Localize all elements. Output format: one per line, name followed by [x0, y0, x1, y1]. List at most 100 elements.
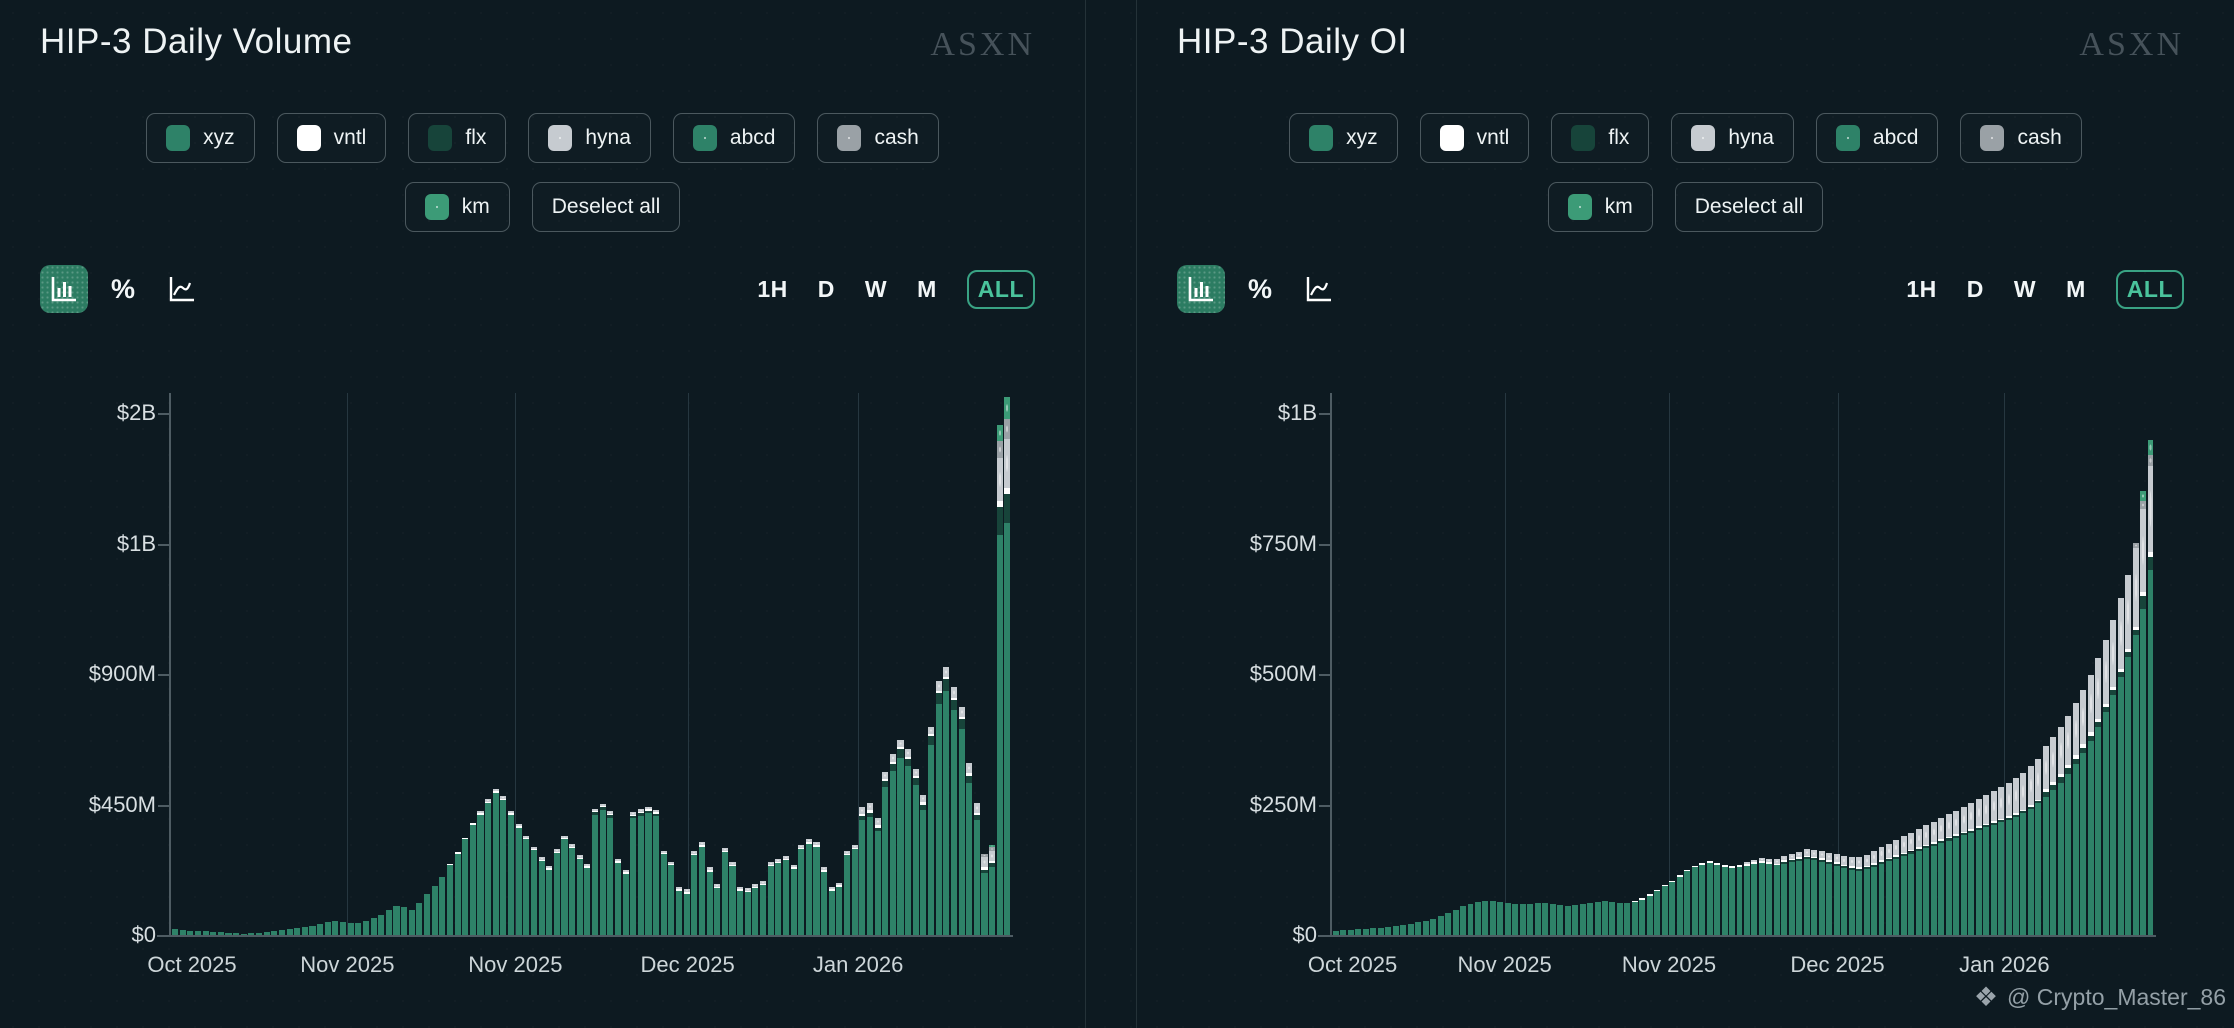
bar[interactable]	[194, 931, 202, 935]
bar[interactable]	[584, 863, 591, 935]
bar[interactable]	[477, 810, 484, 935]
bar[interactable]	[1938, 818, 1945, 935]
bar[interactable]	[630, 812, 637, 935]
bar[interactable]	[1983, 795, 1990, 935]
bar[interactable]	[1885, 843, 1892, 935]
bar[interactable]	[1385, 927, 1392, 935]
bar[interactable]	[1362, 928, 1369, 935]
bar[interactable]	[1975, 799, 1982, 935]
bar[interactable]	[1549, 903, 1556, 935]
bar[interactable]	[1871, 850, 1877, 935]
bar[interactable]	[935, 680, 942, 935]
bar[interactable]	[782, 855, 790, 935]
bar[interactable]	[179, 930, 186, 935]
bar[interactable]	[385, 910, 392, 935]
bar[interactable]	[1758, 858, 1765, 935]
bar[interactable]	[1654, 889, 1661, 935]
bar[interactable]	[1691, 865, 1698, 935]
bar[interactable]	[1744, 861, 1750, 935]
bar[interactable]	[469, 823, 476, 935]
bar[interactable]	[492, 789, 499, 935]
bar[interactable]	[523, 835, 530, 935]
range-button-1h[interactable]: 1H	[757, 275, 788, 302]
bar[interactable]	[668, 861, 675, 935]
bar[interactable]	[1968, 803, 1975, 935]
bar[interactable]	[1587, 902, 1594, 935]
bar[interactable]	[256, 932, 263, 935]
bar[interactable]	[416, 903, 423, 935]
bar[interactable]	[844, 850, 851, 935]
deselect-all-button[interactable]: Deselect all	[1674, 182, 1824, 232]
bar[interactable]	[446, 863, 454, 935]
bar[interactable]	[210, 931, 217, 935]
bar[interactable]	[882, 771, 889, 935]
bar[interactable]	[2013, 778, 2019, 935]
bar[interactable]	[1474, 901, 1481, 935]
range-button-w[interactable]: W	[2013, 275, 2037, 302]
bar[interactable]	[538, 857, 545, 935]
bar[interactable]	[698, 842, 706, 935]
legend-item-km[interactable]: km	[1547, 182, 1653, 232]
bar[interactable]	[1377, 927, 1384, 935]
bar[interactable]	[500, 796, 507, 935]
bar[interactable]	[462, 837, 469, 935]
bar[interactable]	[767, 861, 774, 935]
bar[interactable]	[1833, 854, 1840, 935]
legend-item-abcd[interactable]: abcd	[672, 113, 796, 163]
bar[interactable]	[737, 886, 744, 935]
bar[interactable]	[1512, 903, 1519, 935]
bar[interactable]	[1729, 866, 1736, 935]
bar[interactable]	[1400, 925, 1407, 935]
bar[interactable]	[1841, 855, 1848, 935]
bar[interactable]	[729, 861, 736, 935]
bar[interactable]	[1811, 849, 1818, 935]
bar[interactable]	[355, 923, 362, 935]
bar[interactable]	[553, 849, 560, 935]
bar[interactable]	[821, 867, 828, 935]
bar[interactable]	[454, 852, 461, 935]
bar[interactable]	[340, 921, 347, 935]
bar[interactable]	[1856, 857, 1863, 935]
bar[interactable]	[1407, 924, 1414, 935]
bar[interactable]	[1594, 902, 1601, 935]
bar[interactable]	[1706, 861, 1713, 935]
bar[interactable]	[676, 886, 683, 935]
bar[interactable]	[2132, 542, 2139, 935]
legend-item-km[interactable]: km	[404, 182, 510, 232]
bar[interactable]	[645, 807, 652, 935]
bar[interactable]	[2117, 598, 2124, 935]
bar[interactable]	[2057, 727, 2064, 935]
bar[interactable]	[1878, 847, 1885, 935]
bar[interactable]	[950, 687, 958, 935]
bar[interactable]	[928, 726, 935, 935]
bar[interactable]	[401, 907, 408, 935]
bar[interactable]	[362, 921, 370, 935]
bar[interactable]	[752, 883, 759, 935]
bar[interactable]	[1616, 902, 1623, 935]
bar[interactable]	[859, 806, 866, 935]
bar[interactable]	[1676, 874, 1683, 935]
bar[interactable]	[966, 763, 973, 935]
legend-item-cash[interactable]: cash	[1960, 113, 2082, 163]
bar[interactable]	[240, 933, 247, 935]
bar[interactable]	[607, 811, 614, 935]
bar[interactable]	[225, 932, 232, 935]
bar[interactable]	[233, 933, 240, 935]
bar[interactable]	[1631, 900, 1638, 935]
legend-item-hyna[interactable]: hyna	[1671, 113, 1794, 163]
bar[interactable]	[278, 930, 286, 935]
bar[interactable]	[897, 739, 904, 935]
bar[interactable]	[2110, 620, 2117, 935]
bar[interactable]	[1953, 810, 1960, 935]
bar[interactable]	[1900, 836, 1907, 935]
bar[interactable]	[1661, 884, 1668, 935]
bar[interactable]	[1482, 900, 1489, 935]
bar[interactable]	[2020, 773, 2027, 935]
bar[interactable]	[202, 930, 209, 935]
bar[interactable]	[324, 922, 331, 935]
bar[interactable]	[1579, 903, 1586, 935]
bar[interactable]	[1489, 901, 1496, 935]
percent-toggle-button[interactable]: %	[1248, 273, 1273, 304]
bar[interactable]	[989, 844, 996, 935]
bar[interactable]	[1818, 850, 1825, 935]
